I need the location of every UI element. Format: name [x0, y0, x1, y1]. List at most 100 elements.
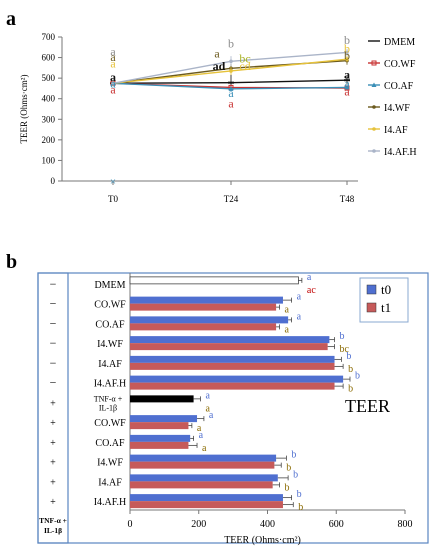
treatment-sign: +: [50, 438, 56, 449]
category-label: I4.AF.H: [94, 497, 127, 508]
category-label: I4.WF: [97, 458, 123, 469]
x-tick-label: 800: [398, 519, 413, 530]
data-point: [345, 57, 349, 62]
significance-letter-t0: b: [291, 450, 296, 461]
x-axis-label: TEER (Ohms·cm²): [224, 535, 301, 546]
bar-t0: [130, 316, 289, 324]
x-tick-label: 0: [128, 519, 133, 530]
bar-t0: [130, 355, 335, 363]
legend-label: I4.AF: [384, 125, 408, 136]
category-label: CO.AF: [95, 438, 125, 449]
significance-letter-t1: b: [285, 482, 290, 493]
legend-marker: [372, 149, 376, 153]
significance-letter: a: [110, 70, 116, 84]
treatment-sign: +: [50, 418, 56, 429]
legend-label: CO.WF: [384, 59, 416, 70]
significance-letter-t0: a: [199, 430, 204, 441]
significance-letter-t1: bc: [340, 344, 350, 355]
data-point: [111, 81, 115, 86]
category-label: DMEM: [94, 280, 125, 291]
legend-label: I4.WF: [384, 103, 410, 114]
panel-label-b: b: [6, 251, 17, 273]
treatment-sign: −: [50, 336, 57, 350]
significance-letter-t0: b: [355, 371, 360, 382]
legend-swatch: [366, 284, 377, 295]
category-label: I4.AF: [98, 359, 122, 370]
y-axis-label: TEER (Ohms·cm²): [19, 75, 29, 144]
significance-letter-t0: a: [209, 410, 214, 421]
data-point: [344, 84, 350, 90]
category-label: I4.AF: [98, 477, 122, 488]
significance-letter-t1: ac: [307, 285, 316, 296]
significance-letter-t1: a: [285, 305, 290, 316]
significance-letter-t1: b: [348, 364, 353, 375]
significance-letter: a: [110, 83, 116, 97]
bar-t1: [130, 343, 328, 351]
significance-letter-t0: b: [297, 489, 302, 500]
y-tick-label: 500: [42, 73, 56, 83]
bar-t0: [130, 296, 283, 304]
significance-letter-t1: b: [348, 384, 353, 395]
significance-letter-t1: a: [197, 423, 202, 434]
y-tick-label: 100: [42, 155, 56, 165]
bar-t0: [130, 395, 194, 403]
baseline-marker: ×: [110, 176, 116, 188]
legend-marker: [372, 127, 376, 131]
bar-t0: [130, 474, 278, 482]
bar-t1: [130, 323, 277, 331]
significance-letter-t0: a: [307, 272, 312, 283]
y-tick-label: 0: [51, 176, 56, 186]
legend-label: t1: [381, 300, 391, 315]
significance-letter: b: [344, 33, 350, 47]
legend-label: t0: [381, 282, 391, 297]
bar-t0: [130, 336, 330, 344]
significance-letter-t1: a: [285, 324, 290, 335]
significance-letter: b: [344, 49, 350, 63]
bar-t1: [130, 382, 335, 390]
category-label: I4.AF.H: [94, 379, 127, 390]
y-tick-label: 300: [42, 114, 56, 124]
legend-marker: [371, 82, 377, 87]
x-tick-label: 600: [329, 519, 344, 530]
significance-letter: cd: [239, 59, 250, 73]
significance-letter-t1: b: [298, 502, 303, 513]
bar-t0: [130, 375, 344, 383]
treatment-header-line2: IL-1β: [44, 526, 62, 535]
significance-letter: a: [344, 76, 350, 90]
significance-letter: a: [110, 50, 116, 64]
significance-letter-t1: a: [205, 403, 210, 414]
bar-t0: [130, 454, 277, 462]
significance-letter: a: [344, 68, 350, 82]
bar-t1: [130, 481, 273, 489]
significance-letter: a: [214, 47, 220, 61]
y-tick-label: 400: [42, 94, 56, 104]
legend-label: I4.AF.H: [384, 147, 417, 158]
bar-t1: [130, 362, 335, 370]
bar-t0: [130, 494, 283, 502]
bar-t1: [130, 501, 283, 509]
panel-b-frame: [37, 272, 429, 544]
x-tick-label: T0: [108, 194, 118, 204]
significance-letter: a: [344, 85, 350, 99]
x-tick-label: T24: [224, 194, 239, 204]
y-tick-label: 700: [42, 32, 56, 42]
treatment-sign: −: [50, 356, 57, 370]
panel-label-a: a: [6, 8, 16, 30]
data-point: [229, 69, 233, 73]
bar-t0: [130, 415, 198, 423]
category-label: CO.WF: [94, 418, 126, 429]
treatment-sign: +: [50, 458, 56, 469]
treatment-sign: +: [50, 398, 56, 409]
legend-marker: [372, 105, 376, 109]
treatment-header: TNF-α +: [39, 516, 67, 525]
bar-t0: [129, 276, 299, 285]
category-label: CO.AF: [95, 319, 125, 330]
significance-letter-t0: b: [340, 331, 345, 342]
category-label-line2: IL-1β: [99, 403, 117, 412]
category-label: CO.WF: [94, 300, 126, 311]
line-chart-panel-a: 0 100 200 300 400 500 600 700 T0 T24 T48 TEER (Ohms…: [19, 32, 417, 204]
significance-letter: b: [228, 37, 234, 51]
bar-t1: [130, 461, 275, 469]
